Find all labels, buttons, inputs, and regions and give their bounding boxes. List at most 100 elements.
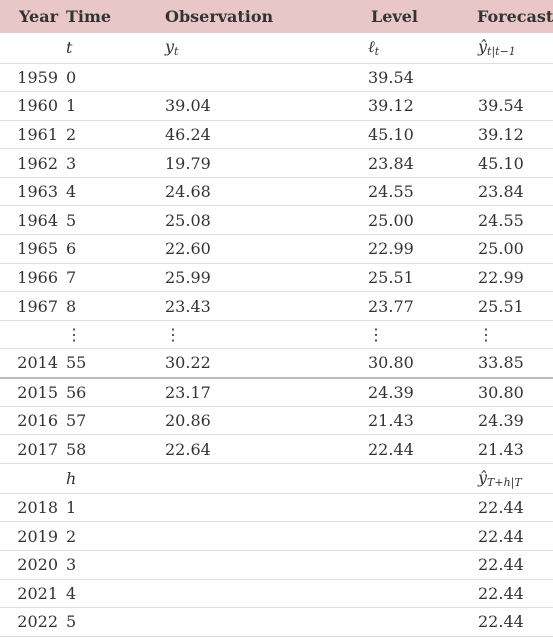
symbol-observation: yt (158, 33, 364, 63)
header-time: Time (66, 7, 112, 26)
cell-forecast: 22.44 (478, 583, 524, 603)
ellipsis-observation: ⋮ (165, 325, 181, 345)
cell-level (364, 579, 470, 608)
symbol-time: t (62, 33, 158, 63)
table-row: 1964 5 25.08 25.00 24.55 (0, 206, 553, 235)
cell-year: 1966 (17, 267, 58, 287)
cell-h: 4 (66, 583, 77, 603)
cell-observation: 19.79 (165, 153, 211, 173)
cell-year: 1964 (17, 210, 58, 230)
cell-level: 24.39 (368, 382, 414, 402)
symbol-h: h (66, 468, 77, 488)
table-row: 1967 8 23.43 23.77 25.51 (0, 292, 553, 321)
cell-year: 2014 (17, 353, 58, 373)
table-row: 1966 7 25.99 25.51 22.99 (0, 263, 553, 292)
symbol-y-sub: t (174, 45, 179, 59)
cell-h: 5 (66, 612, 77, 632)
cell-forecast (470, 63, 553, 92)
table-row: 2016 57 20.86 21.43 24.39 (0, 406, 553, 435)
cell-forecast: 22.44 (478, 612, 524, 632)
symbol-l: ℓ (368, 37, 375, 57)
cell-level (364, 522, 470, 551)
table-row: 2017 58 22.64 22.44 21.43 (0, 435, 553, 464)
cell-year: 1965 (17, 239, 58, 259)
cell-observation (158, 551, 364, 580)
cell-observation: 25.99 (165, 267, 211, 287)
cell-time: 55 (66, 353, 87, 373)
cell-observation: 22.64 (165, 439, 211, 459)
cell-year: 2018 (17, 498, 58, 518)
cell-year: 1960 (17, 96, 58, 116)
cell-year: 2019 (17, 526, 58, 546)
table-row: 2014 55 30.22 30.80 33.85 (0, 349, 553, 378)
cell-level: 23.84 (368, 153, 414, 173)
cell-level: 24.55 (368, 182, 414, 202)
cell-level: 22.44 (368, 439, 414, 459)
cell-year: 1963 (17, 182, 58, 202)
cell-time: 56 (66, 382, 87, 402)
table-row: 1962 3 19.79 23.84 45.10 (0, 149, 553, 178)
forecast-row: 2022 5 22.44 (0, 608, 553, 637)
table-header: Year Time Observation Level Forecast (0, 0, 553, 33)
cell-year: 2017 (17, 439, 58, 459)
cell-level: 30.80 (368, 353, 414, 373)
symbol-t: t (66, 38, 73, 58)
cell-forecast: 30.80 (478, 382, 524, 402)
cell-forecast: 21.43 (478, 439, 524, 459)
header-year: Year (18, 7, 58, 26)
cell-observation: 23.17 (165, 382, 211, 402)
symbol-level: ℓt (364, 33, 470, 63)
cell-year: 2016 (17, 410, 58, 430)
table-row: 1963 4 24.68 24.55 23.84 (0, 177, 553, 206)
cell-observation (158, 522, 364, 551)
cell-observation: 24.68 (165, 182, 211, 202)
cell-time: 4 (66, 182, 77, 202)
ellipsis-forecast: ⋮ (478, 325, 494, 345)
table-row: 1959 0 39.54 (0, 63, 553, 92)
cell-h: 1 (66, 498, 77, 518)
header-observation: Observation (165, 7, 274, 26)
ellipsis-year (0, 320, 62, 349)
header-row: Year Time Observation Level Forecast (0, 0, 553, 33)
ellipsis-time: ⋮ (66, 325, 82, 345)
symbol-l-sub: t (374, 45, 380, 59)
symbol-yhat-future-sub: T+h|T (487, 475, 522, 489)
cell-time: 1 (66, 96, 77, 116)
cell-time: 5 (66, 210, 77, 230)
cell-forecast: 22.44 (478, 498, 524, 518)
ellipsis-row: ⋮ ⋮ ⋮ ⋮ (0, 320, 553, 349)
symbol-row: t yt ℓt ŷt|t−1 (0, 33, 553, 63)
cell-forecast: 25.51 (478, 296, 524, 316)
cell-observation: 30.22 (165, 353, 211, 373)
cell-time: 2 (66, 124, 77, 144)
horizon-symbol-row: h ŷT+h|T (0, 463, 553, 494)
cell-forecast: 25.00 (478, 239, 524, 259)
symbol-yhat: ŷ (478, 37, 488, 57)
forecast-row: 2018 1 22.44 (0, 493, 553, 522)
header-forecast: Forecast (477, 7, 553, 26)
forecast-row: 2019 2 22.44 (0, 522, 553, 551)
cell-observation (158, 63, 364, 92)
cell-forecast: 39.54 (478, 96, 524, 116)
cell-forecast: 24.39 (478, 410, 524, 430)
symbol-year (0, 33, 62, 63)
cell-year: 1962 (17, 153, 58, 173)
cell-forecast: 22.44 (478, 526, 524, 546)
cell-forecast: 45.10 (478, 153, 524, 173)
cell-forecast: 24.55 (478, 210, 524, 230)
cell-level: 23.77 (368, 296, 414, 316)
table-row: 1961 2 46.24 45.10 39.12 (0, 120, 553, 149)
cell-year: 2020 (17, 555, 58, 575)
horizon-observation (158, 463, 364, 493)
cell-year: 2022 (17, 612, 58, 632)
cell-year: 2015 (17, 382, 58, 402)
ellipsis-level: ⋮ (368, 325, 384, 345)
cell-time: 8 (66, 296, 77, 316)
table-row: 1960 1 39.04 39.12 39.54 (0, 92, 553, 121)
table-row: 2015 56 23.17 24.39 30.80 (0, 378, 553, 407)
cell-forecast: 33.85 (478, 353, 524, 373)
horizon-forecast: ŷT+h|T (470, 463, 553, 493)
horizon-h: h (62, 463, 158, 493)
forecast-row: 2020 3 22.44 (0, 551, 553, 580)
